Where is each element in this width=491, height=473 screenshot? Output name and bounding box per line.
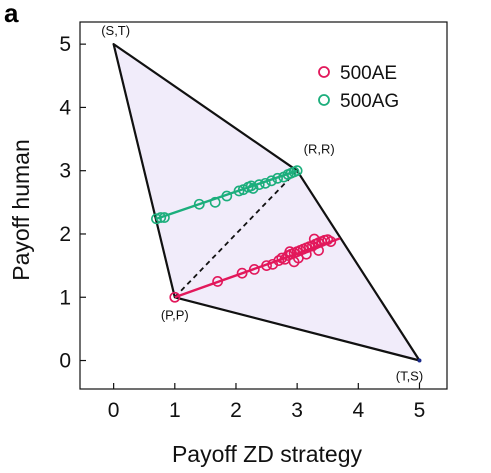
- plot-frame: [79, 21, 448, 390]
- data-point-500ae: [313, 245, 324, 256]
- data-point-500ae: [248, 264, 260, 275]
- x-tick-label: 4: [352, 399, 364, 422]
- data-point-500ae: [212, 276, 224, 287]
- x-axis-label: Payoff ZD strategy: [172, 441, 363, 467]
- y-tick-label: 1: [59, 286, 71, 309]
- data-point-500ag: [151, 213, 162, 225]
- data-point-500ag: [221, 190, 233, 202]
- x-tick-label: 3: [291, 399, 303, 422]
- axes-frame-layer: [79, 21, 448, 390]
- data-point-500ag: [259, 177, 271, 189]
- tick-layer: 0 1 2 3 4 5 0 1 2 3 4 5: [59, 33, 425, 422]
- y-tick-label: 2: [59, 223, 71, 246]
- series-layer: [151, 165, 422, 363]
- vertex-marker: [417, 358, 422, 363]
- x-tick-label: 2: [230, 399, 242, 422]
- data-point-500ag: [272, 172, 283, 184]
- data-point-500ae: [284, 246, 296, 258]
- y-tick-label: 5: [59, 33, 71, 56]
- y-tick-label: 0: [59, 350, 71, 373]
- legend-label-500ag: 500AG: [340, 91, 399, 112]
- legend-label-500ae: 500AE: [340, 63, 397, 84]
- data-point-500ag: [155, 212, 167, 223]
- vertex-label: (S,T): [101, 23, 130, 38]
- data-point-500ae: [288, 256, 300, 268]
- data-point-500ag: [245, 180, 257, 192]
- data-point-500ag: [209, 196, 221, 208]
- dashed-diagonal: [174, 170, 298, 298]
- data-point-500ae: [308, 233, 320, 245]
- x-tick-label: 5: [414, 399, 426, 422]
- data-point-500ae: [325, 236, 337, 247]
- data-point-500ag: [159, 212, 170, 223]
- legend-marker-500ae: [318, 66, 330, 78]
- y-tick-label: 3: [59, 160, 71, 183]
- data-point-500ae: [261, 260, 272, 272]
- x-tick-label: 0: [108, 399, 120, 422]
- y-axis-label: Payoff human: [8, 139, 34, 281]
- vertex-label: (T,S): [396, 369, 423, 384]
- data-point-500ag: [253, 179, 265, 191]
- data-point-500ag: [266, 175, 277, 187]
- legend: 500AE 500AG: [318, 63, 399, 112]
- vertex-label: (P,P): [161, 307, 189, 322]
- data-point-500ae: [236, 267, 248, 279]
- data-point-500ag: [233, 185, 245, 197]
- data-point-500ag: [193, 198, 205, 210]
- panel-label: a: [4, 0, 19, 28]
- data-point-500ae: [169, 291, 181, 303]
- data-point-500ae: [300, 248, 312, 260]
- y-tick-label: 4: [59, 96, 71, 119]
- legend-marker-500ag: [318, 94, 330, 106]
- vertex-label-layer: (S,T) (R,R) (T,S) (P,P): [101, 23, 423, 383]
- vertex-label: (R,R): [304, 142, 335, 157]
- data-point-500ag: [291, 165, 303, 177]
- x-tick-label: 1: [169, 399, 181, 422]
- data-point-500ae: [273, 255, 285, 266]
